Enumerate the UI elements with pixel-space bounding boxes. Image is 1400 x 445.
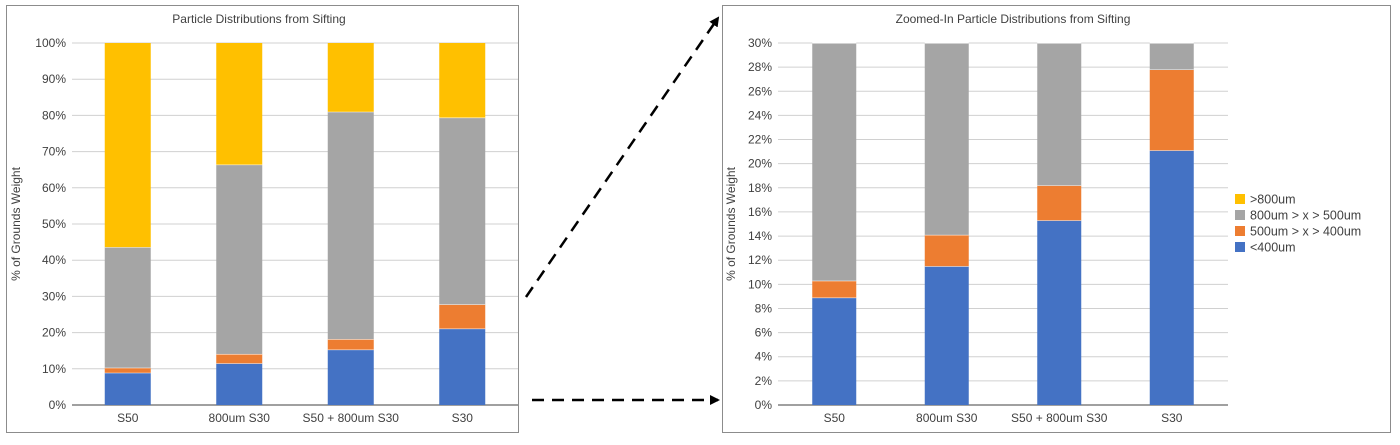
bar-segment-800to500	[1037, 43, 1082, 186]
y-tick-label: 60%	[42, 181, 66, 195]
x-tick-label: S30	[1161, 411, 1183, 425]
legend-swatch-500to400	[1235, 226, 1245, 236]
y-tick-label: 18%	[748, 181, 772, 195]
left-chart-panel: Particle Distributions from Sifting 0% 10%…	[6, 5, 519, 433]
bar-segment-gt800	[439, 43, 486, 118]
y-tick-label: 20%	[748, 157, 772, 171]
y-axis-label: % of Grounds Weight	[724, 166, 738, 281]
bar-segment-500to400	[104, 367, 151, 373]
bar-segment-800to500	[439, 117, 486, 305]
y-tick-label: 2%	[755, 374, 773, 388]
bar-segment-500to400	[1149, 69, 1194, 151]
bar-segment-lt400	[439, 328, 486, 405]
legend-swatch-lt400	[1235, 242, 1245, 252]
bar-segment-800to500	[104, 247, 151, 368]
y-tick-label: 90%	[42, 72, 66, 86]
left-stacked-bar-chart: Particle Distributions from Sifting 0% 10%…	[9, 12, 518, 425]
y-tick-label: 40%	[42, 253, 66, 267]
y-tick-label: 30%	[748, 36, 772, 50]
bar-segment-lt400	[216, 363, 263, 405]
x-tick-label: S50	[117, 411, 139, 425]
legend-swatch-gt800	[1235, 194, 1245, 204]
y-tick-label: 22%	[748, 133, 772, 147]
zoom-arrow-upper	[524, 16, 720, 298]
x-tick-label: S30	[452, 411, 474, 425]
bar-segment-lt400	[327, 349, 374, 405]
y-tick-label: 80%	[42, 108, 66, 122]
y-tick-label: 8%	[755, 301, 773, 315]
y-tick-label: 16%	[748, 205, 772, 219]
y-tick-label: 20%	[42, 326, 66, 340]
y-tick-label: 26%	[748, 84, 772, 98]
bar-segment-500to400	[924, 234, 969, 267]
y-tick-label: 28%	[748, 60, 772, 74]
y-tick-label: 100%	[35, 36, 66, 50]
bar-segment-gt800	[216, 43, 263, 165]
y-tick-label: 0%	[755, 398, 773, 412]
bar-segment-500to400	[216, 353, 263, 364]
bar-segment-800to500	[812, 43, 857, 281]
y-tick-label: 24%	[748, 108, 772, 122]
x-tick-label: 800um S30	[209, 411, 271, 425]
bar-segment-800to500	[924, 43, 969, 235]
chart-title: Particle Distributions from Sifting	[172, 12, 345, 26]
bar-segment-500to400	[327, 339, 374, 350]
bar-segment-800to500	[327, 111, 374, 340]
y-tick-label: 6%	[755, 326, 773, 340]
y-tick-label: 0%	[49, 398, 67, 412]
y-tick-label: 14%	[748, 229, 772, 243]
bar-segment-800to500	[216, 164, 263, 354]
legend-label: 500um > x > 400um	[1250, 225, 1361, 239]
bar-segment-lt400	[1037, 220, 1082, 405]
y-tick-label: 10%	[748, 277, 772, 291]
bar-segment-lt400	[1149, 150, 1194, 405]
bar-segment-500to400	[439, 304, 486, 329]
chart-title: Zoomed-In Particle Distributions from Si…	[896, 12, 1131, 26]
bar-segment-800to500	[1149, 43, 1194, 70]
x-tick-label: S50 + 800um S30	[303, 411, 400, 425]
bar-segment-gt800	[104, 43, 151, 248]
legend-label: 800um > x > 500um	[1250, 209, 1361, 223]
legend-swatch-800to500	[1235, 210, 1245, 220]
x-tick-label: S50 + 800um S30	[1011, 411, 1108, 425]
bar-segment-500to400	[1037, 185, 1082, 221]
bar-segment-lt400	[104, 372, 151, 405]
y-axis-label: % of Grounds Weight	[9, 166, 23, 281]
y-tick-label: 4%	[755, 350, 773, 364]
legend-label: <400um	[1250, 241, 1296, 255]
legend-label: >800um	[1250, 193, 1296, 207]
x-tick-label: 800um S30	[916, 411, 978, 425]
right-chart-panel: Zoomed-In Particle Distributions from Si…	[722, 5, 1391, 433]
y-tick-label: 70%	[42, 145, 66, 159]
right-zoomed-stacked-bar-chart: Zoomed-In Particle Distributions from Si…	[724, 12, 1361, 425]
y-tick-label: 30%	[42, 289, 66, 303]
bar-segment-lt400	[812, 297, 857, 405]
bar-segment-500to400	[812, 280, 857, 298]
bar-segment-lt400	[924, 266, 969, 405]
x-tick-label: S50	[824, 411, 846, 425]
y-tick-label: 12%	[748, 253, 772, 267]
y-tick-label: 10%	[42, 362, 66, 376]
bar-segment-gt800	[327, 43, 374, 112]
y-tick-label: 50%	[42, 217, 66, 231]
